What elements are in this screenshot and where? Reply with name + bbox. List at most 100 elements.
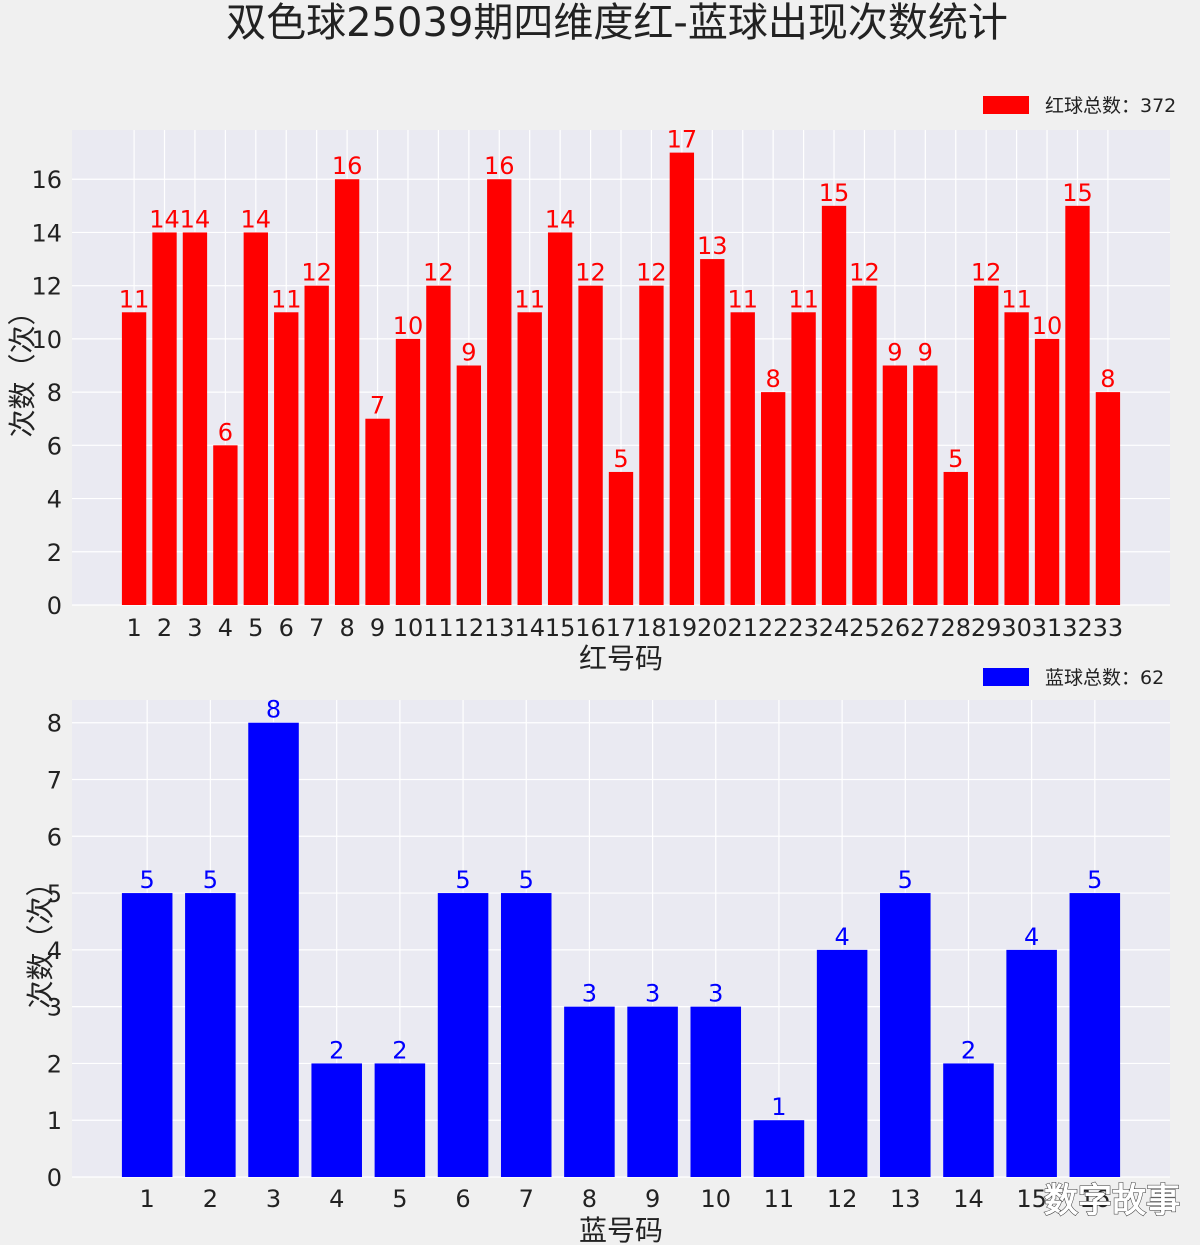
- blue-bar[interactable]: [816, 949, 868, 1177]
- red-x-tick-label: 5: [248, 614, 263, 642]
- red-x-tick-label: 8: [339, 614, 354, 642]
- blue-plot-area: [72, 700, 1170, 1177]
- blue-y-tick-label: 6: [47, 823, 62, 851]
- blue-y-tick-label: 4: [47, 937, 62, 965]
- blue-x-tick-label: 7: [519, 1185, 534, 1213]
- red-x-tick-label: 28: [940, 614, 971, 642]
- red-bar[interactable]: [578, 285, 603, 605]
- red-bar[interactable]: [700, 259, 725, 605]
- red-bar[interactable]: [882, 365, 908, 605]
- red-y-tick-label: 6: [47, 432, 62, 460]
- red-x-tick-label: 2: [157, 614, 172, 642]
- blue-legend-label: 蓝球总数：62: [1045, 667, 1164, 689]
- red-bar[interactable]: [913, 365, 938, 605]
- red-x-tick-label: 21: [727, 614, 758, 642]
- red-value-label: 7: [370, 392, 385, 420]
- red-bar[interactable]: [213, 445, 238, 605]
- red-y-tick-label: 2: [47, 539, 62, 567]
- red-value-label: 5: [948, 445, 963, 473]
- red-bar[interactable]: [152, 232, 177, 605]
- red-bar[interactable]: [547, 232, 573, 605]
- red-value-label: 17: [667, 126, 698, 154]
- blue-bar[interactable]: [943, 1063, 994, 1177]
- red-x-tick-label: 1: [126, 614, 141, 642]
- red-value-label: 5: [613, 445, 628, 473]
- red-x-tick-label: 10: [393, 614, 424, 642]
- blue-value-label: 2: [961, 1036, 976, 1064]
- red-bar[interactable]: [426, 285, 451, 605]
- blue-bar[interactable]: [311, 1063, 362, 1177]
- blue-y-axis-label: 次数（次）: [24, 868, 57, 1008]
- blue-bar[interactable]: [690, 1006, 742, 1177]
- red-bar[interactable]: [274, 312, 299, 605]
- red-y-tick-label: 12: [31, 273, 62, 301]
- blue-bar[interactable]: [248, 722, 299, 1177]
- blue-value-label: 1: [771, 1093, 786, 1121]
- blue-bar[interactable]: [753, 1120, 805, 1177]
- red-bar[interactable]: [365, 418, 390, 605]
- red-bar[interactable]: [791, 312, 816, 605]
- red-bar[interactable]: [1095, 392, 1121, 605]
- red-legend-label: 红球总数：372: [1045, 95, 1176, 117]
- red-x-tick-label: 27: [910, 614, 941, 642]
- blue-y-tick-label: 5: [47, 880, 62, 908]
- red-value-label: 16: [332, 152, 363, 180]
- red-ball-chart: 0246810121416111142143641451161271687910…: [6, 95, 1176, 675]
- blue-x-tick-label: 2: [203, 1185, 218, 1213]
- red-bar[interactable]: [121, 312, 147, 605]
- blue-y-tick-label: 2: [47, 1050, 62, 1078]
- red-bar[interactable]: [669, 152, 695, 605]
- red-bar[interactable]: [334, 179, 360, 606]
- red-x-tick-label: 4: [218, 614, 233, 642]
- red-bar[interactable]: [182, 232, 208, 605]
- blue-bar[interactable]: [500, 893, 552, 1177]
- red-bar[interactable]: [943, 471, 968, 605]
- red-bar[interactable]: [821, 205, 847, 605]
- watermark-text: 数字故事: [1044, 1181, 1180, 1221]
- red-x-tick-label: 25: [849, 614, 880, 642]
- blue-value-label: 5: [519, 866, 534, 894]
- red-bar[interactable]: [1004, 312, 1029, 605]
- red-value-label: 11: [788, 285, 819, 313]
- red-bar[interactable]: [456, 365, 482, 605]
- blue-bar[interactable]: [1069, 893, 1121, 1177]
- red-bar[interactable]: [487, 179, 512, 606]
- red-value-label: 14: [241, 205, 272, 233]
- red-bar[interactable]: [1034, 338, 1060, 605]
- blue-bar[interactable]: [374, 1063, 426, 1177]
- red-bar[interactable]: [304, 285, 329, 605]
- blue-y-tick-label: 8: [47, 710, 62, 738]
- blue-bar[interactable]: [564, 1006, 615, 1177]
- blue-x-tick-label: 11: [764, 1185, 795, 1213]
- red-x-tick-label: 23: [788, 614, 819, 642]
- blue-bar[interactable]: [437, 893, 489, 1177]
- blue-y-tick-label: 0: [47, 1164, 62, 1192]
- red-value-label: 14: [545, 205, 576, 233]
- blue-bar[interactable]: [185, 893, 236, 1177]
- red-x-tick-label: 12: [454, 614, 485, 642]
- red-bar[interactable]: [395, 338, 421, 605]
- red-bar[interactable]: [730, 312, 755, 605]
- red-value-label: 11: [271, 285, 302, 313]
- red-legend-swatch: [983, 96, 1029, 114]
- blue-x-tick-label: 1: [140, 1185, 155, 1213]
- blue-bar[interactable]: [1006, 949, 1057, 1177]
- red-bar[interactable]: [852, 285, 877, 605]
- blue-bar[interactable]: [627, 1006, 678, 1177]
- red-y-tick-label: 0: [47, 592, 62, 620]
- red-bar[interactable]: [974, 285, 999, 605]
- red-bar[interactable]: [243, 232, 268, 605]
- blue-bar[interactable]: [121, 893, 173, 1177]
- red-value-label: 12: [636, 259, 667, 287]
- red-bar[interactable]: [608, 471, 634, 605]
- red-bar[interactable]: [639, 285, 664, 605]
- blue-bar[interactable]: [880, 893, 931, 1177]
- red-bar[interactable]: [760, 392, 786, 605]
- blue-x-tick-label: 16: [1080, 1185, 1111, 1213]
- blue-x-tick-label: 4: [329, 1185, 344, 1213]
- red-bar[interactable]: [1065, 205, 1090, 605]
- red-bar[interactable]: [517, 312, 542, 605]
- red-x-tick-label: 16: [575, 614, 606, 642]
